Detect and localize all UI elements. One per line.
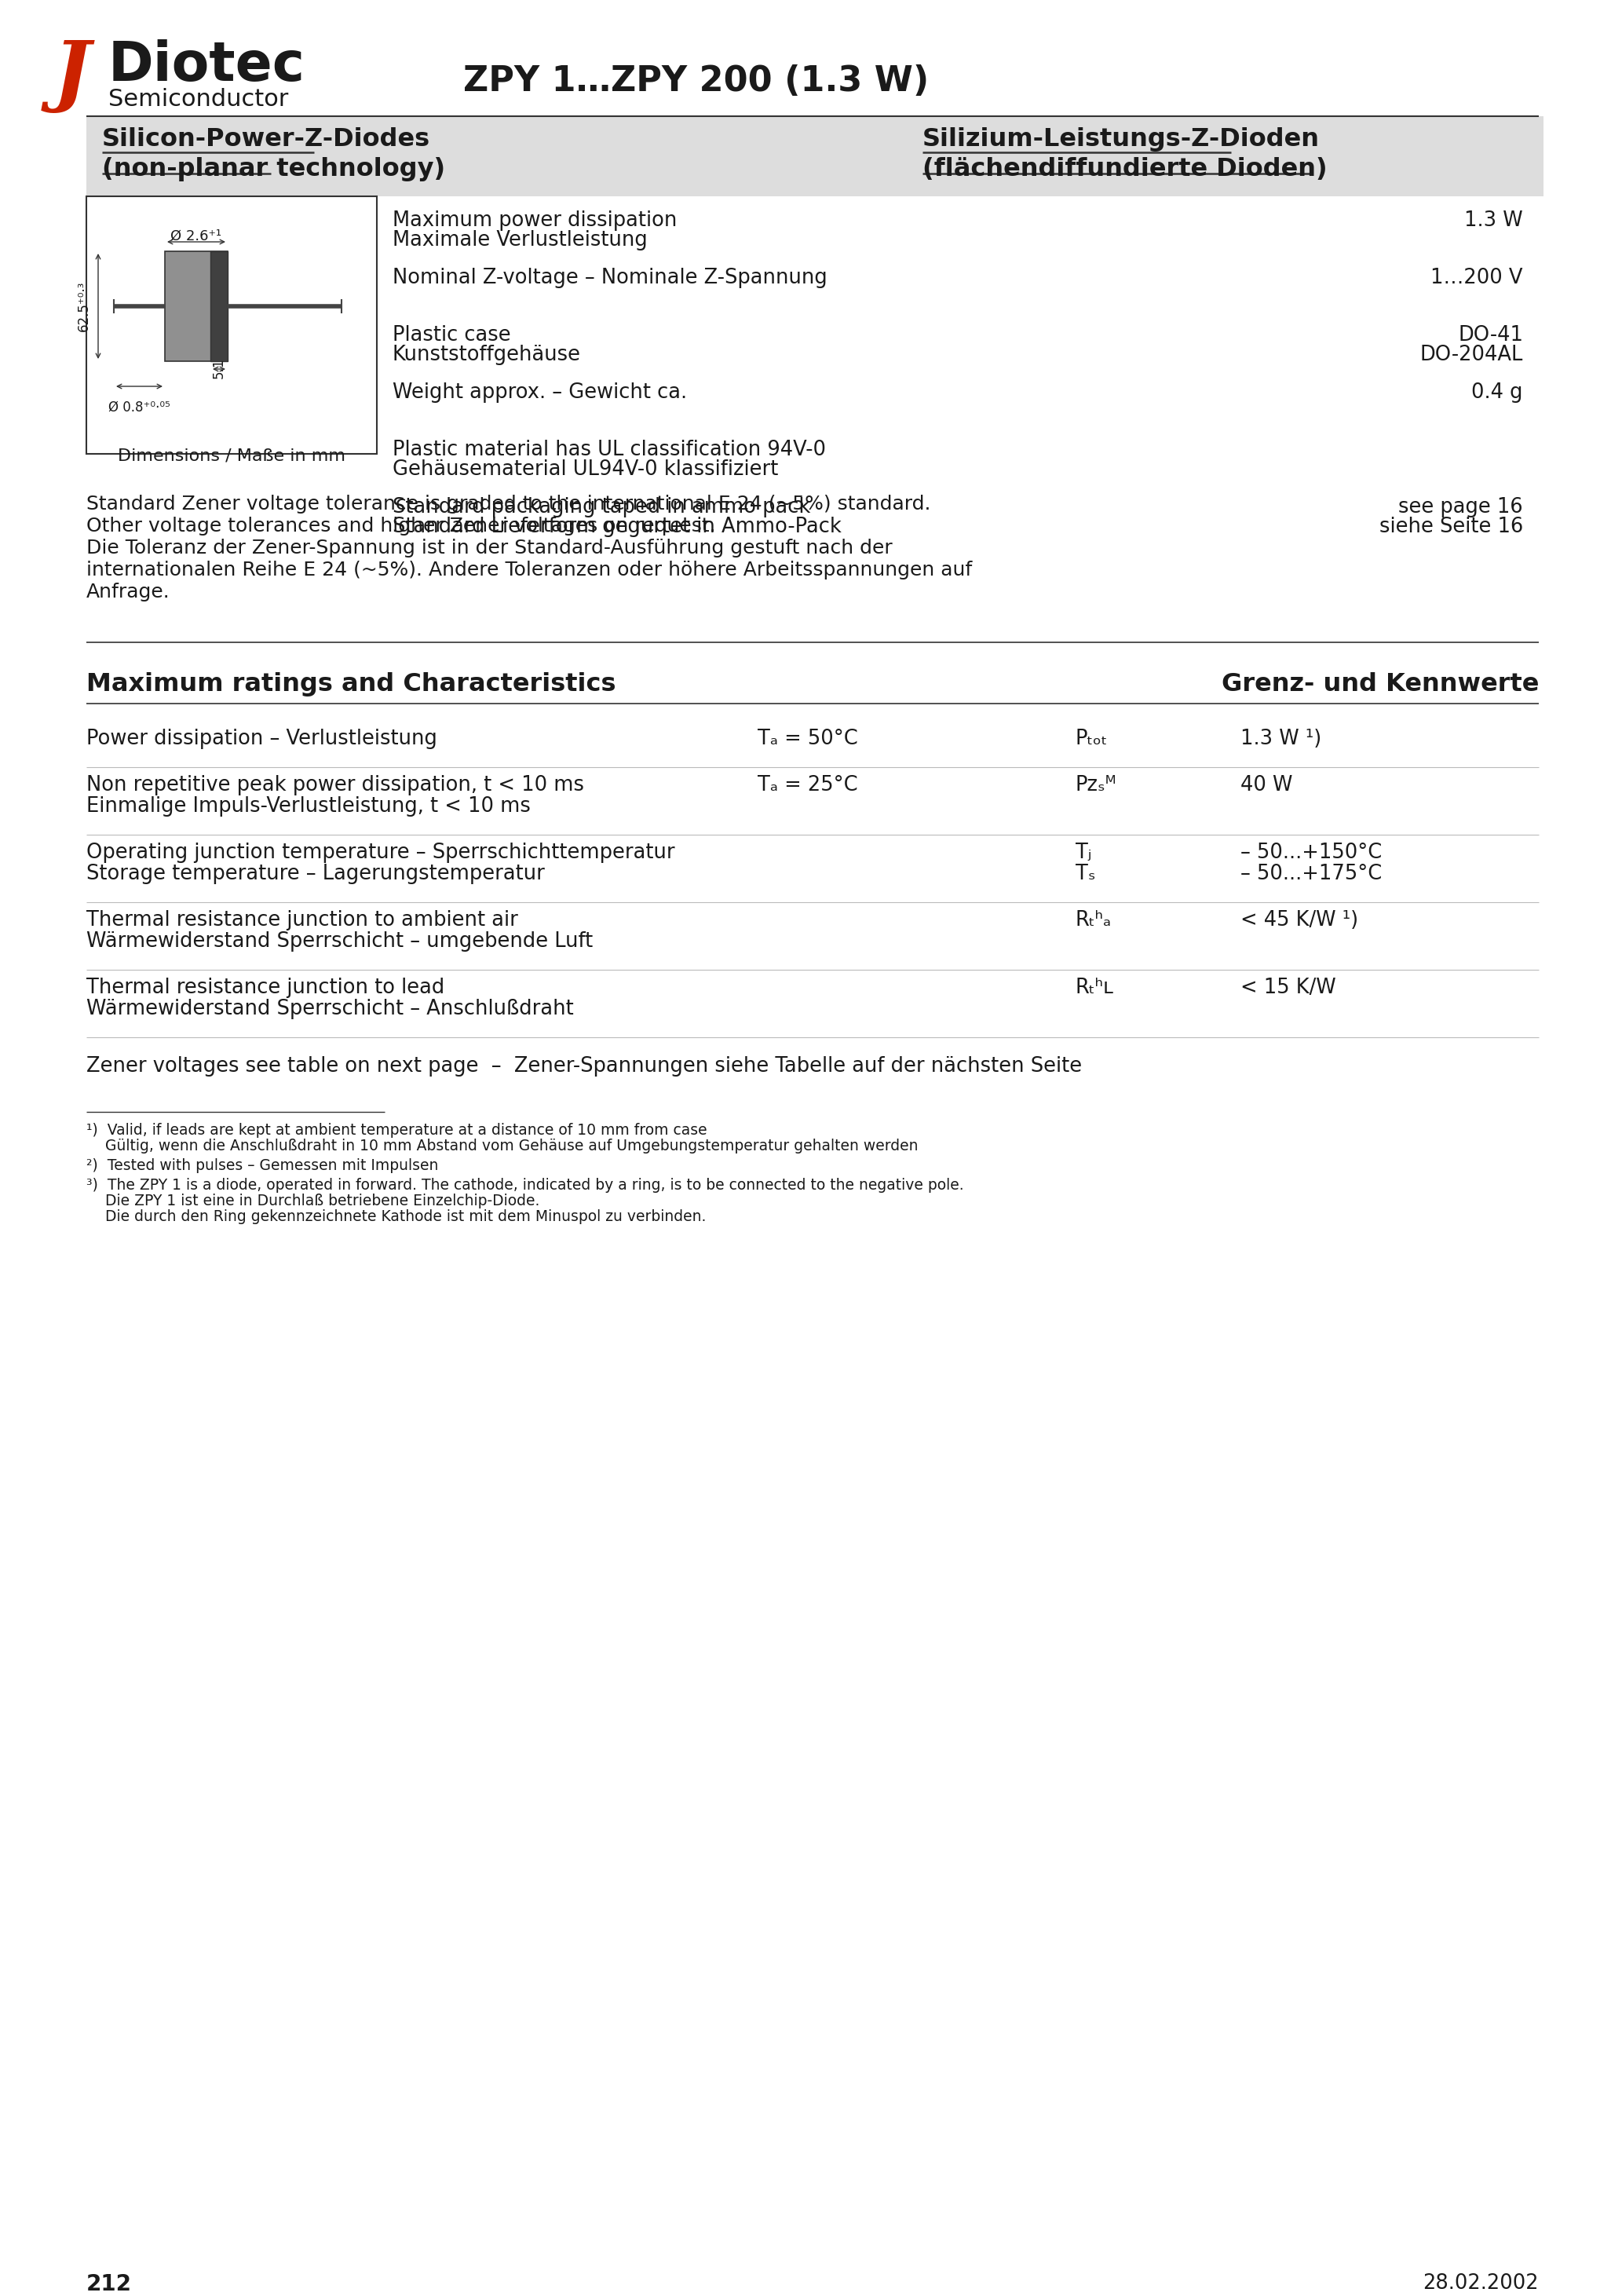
Text: Rₜʰₐ: Rₜʰₐ — [1075, 909, 1111, 930]
Text: Die durch den Ring gekennzeichnete Kathode ist mit dem Minuspol zu verbinden.: Die durch den Ring gekennzeichnete Katho… — [86, 1210, 706, 1224]
Text: see page 16: see page 16 — [1398, 496, 1523, 517]
Text: 0.4 g: 0.4 g — [1471, 383, 1523, 402]
Text: Thermal resistance junction to lead: Thermal resistance junction to lead — [86, 978, 444, 999]
Text: Rₜʰʟ: Rₜʰʟ — [1075, 978, 1114, 999]
Text: DO-204AL: DO-204AL — [1419, 344, 1523, 365]
Text: Wärmewiderstand Sperrschicht – umgebende Luft: Wärmewiderstand Sperrschicht – umgebende… — [86, 932, 594, 953]
Text: 28.02.2002: 28.02.2002 — [1422, 2273, 1539, 2294]
Text: Tₛ: Tₛ — [1075, 863, 1095, 884]
Text: Die Toleranz der Zener-Spannung ist in der Standard-Ausführung gestuft nach der: Die Toleranz der Zener-Spannung ist in d… — [86, 540, 892, 558]
Text: Die ZPY 1 ist eine in Durchlaß betriebene Einzelchip-Diode.: Die ZPY 1 ist eine in Durchlaß betrieben… — [86, 1194, 540, 1208]
Text: Operating junction temperature – Sperrschichttemperatur: Operating junction temperature – Sperrsc… — [86, 843, 675, 863]
Bar — [86, 117, 1544, 195]
Text: Dimensions / Maße in mm: Dimensions / Maße in mm — [118, 448, 345, 464]
Text: Maximum ratings and Characteristics: Maximum ratings and Characteristics — [86, 673, 616, 696]
Bar — [165, 250, 227, 360]
Text: Weight approx. – Gewicht ca.: Weight approx. – Gewicht ca. — [393, 383, 688, 402]
Text: Gültig, wenn die Anschlußdraht in 10 mm Abstand vom Gehäuse auf Umgebungstempera: Gültig, wenn die Anschlußdraht in 10 mm … — [86, 1139, 918, 1153]
Text: Thermal resistance junction to ambient air: Thermal resistance junction to ambient a… — [86, 909, 517, 930]
Text: Einmalige Impuls-Verlustleistung, t < 10 ms: Einmalige Impuls-Verlustleistung, t < 10… — [86, 797, 530, 817]
Text: – 50...+150°C: – 50...+150°C — [1241, 843, 1382, 863]
Text: 1.3 W: 1.3 W — [1465, 211, 1523, 232]
Text: 40 W: 40 W — [1241, 776, 1293, 794]
Text: Tⱼ: Tⱼ — [1075, 843, 1092, 863]
Bar — [86, 195, 376, 455]
Text: (non-planar technology): (non-planar technology) — [102, 156, 446, 181]
Text: Maximale Verlustleistung: Maximale Verlustleistung — [393, 230, 647, 250]
Text: Storage temperature – Lagerungstemperatur: Storage temperature – Lagerungstemperatu… — [86, 863, 545, 884]
Text: Ø 0.8⁺⁰·⁰⁵: Ø 0.8⁺⁰·⁰⁵ — [109, 400, 170, 416]
Text: Nominal Z-voltage – Nominale Z-Spannung: Nominal Z-voltage – Nominale Z-Spannung — [393, 269, 827, 289]
Text: Plastic material has UL classification 94V-0: Plastic material has UL classification 9… — [393, 441, 826, 459]
Text: 5.1: 5.1 — [212, 358, 225, 379]
Text: Wärmewiderstand Sperrschicht – Anschlußdraht: Wärmewiderstand Sperrschicht – Anschlußd… — [86, 999, 574, 1019]
Text: Tₐ = 25°C: Tₐ = 25°C — [757, 776, 858, 794]
Text: 1.3 W ¹): 1.3 W ¹) — [1241, 728, 1322, 748]
Text: Grenz- und Kennwerte: Grenz- und Kennwerte — [1221, 673, 1539, 696]
Text: Tₐ = 50°C: Tₐ = 50°C — [757, 728, 858, 748]
Text: Silizium-Leistungs-Z-Dioden: Silizium-Leistungs-Z-Dioden — [923, 126, 1320, 152]
Text: Plastic case: Plastic case — [393, 326, 511, 344]
Text: 1…200 V: 1…200 V — [1431, 269, 1523, 289]
Text: Ø 2.6⁺¹: Ø 2.6⁺¹ — [170, 230, 222, 243]
Text: Pₜₒₜ: Pₜₒₜ — [1075, 728, 1108, 748]
Text: ZPY 1…ZPY 200 (1.3 W): ZPY 1…ZPY 200 (1.3 W) — [464, 64, 929, 99]
Text: Pᴢₛᴹ: Pᴢₛᴹ — [1075, 776, 1118, 794]
Text: Zener voltages see table on next page  –  Zener-Spannungen siehe Tabelle auf der: Zener voltages see table on next page – … — [86, 1056, 1082, 1077]
Text: siehe Seite 16: siehe Seite 16 — [1379, 517, 1523, 537]
Text: DO-41: DO-41 — [1458, 326, 1523, 344]
Text: Anfrage.: Anfrage. — [86, 583, 170, 602]
Text: ²)  Tested with pulses – Gemessen mit Impulsen: ²) Tested with pulses – Gemessen mit Imp… — [86, 1157, 438, 1173]
Text: Silicon-Power-Z-Diodes: Silicon-Power-Z-Diodes — [102, 126, 430, 152]
Text: ¹)  Valid, if leads are kept at ambient temperature at a distance of 10 mm from : ¹) Valid, if leads are kept at ambient t… — [86, 1123, 707, 1139]
Text: – 50...+175°C: – 50...+175°C — [1241, 863, 1382, 884]
Text: Standard packaging taped in ammo pack: Standard packaging taped in ammo pack — [393, 496, 811, 517]
Text: < 45 K/W ¹): < 45 K/W ¹) — [1241, 909, 1358, 930]
Text: Gehäusematerial UL94V-0 klassifiziert: Gehäusematerial UL94V-0 klassifiziert — [393, 459, 779, 480]
Text: J: J — [54, 37, 91, 113]
Text: Power dissipation – Verlustleistung: Power dissipation – Verlustleistung — [86, 728, 438, 748]
Text: Semiconductor: Semiconductor — [109, 87, 289, 110]
Text: (flächendiffundierte Dioden): (flächendiffundierte Dioden) — [923, 156, 1327, 181]
Text: 62.5⁺⁰·³: 62.5⁺⁰·³ — [76, 280, 91, 331]
Text: Non repetitive peak power dissipation, t < 10 ms: Non repetitive peak power dissipation, t… — [86, 776, 584, 794]
Text: internationalen Reihe E 24 (~5%). Andere Toleranzen oder höhere Arbeitsspannunge: internationalen Reihe E 24 (~5%). Andere… — [86, 560, 972, 579]
Text: 212: 212 — [86, 2273, 131, 2296]
Text: Maximum power dissipation: Maximum power dissipation — [393, 211, 676, 232]
Text: < 15 K/W: < 15 K/W — [1241, 978, 1337, 999]
Text: Other voltage tolerances and higher Zener voltages on request.: Other voltage tolerances and higher Zene… — [86, 517, 715, 535]
Text: Kunststoffgehäuse: Kunststoffgehäuse — [393, 344, 581, 365]
Text: Standard Zener voltage tolerance is graded to the international E 24 (~5%) stand: Standard Zener voltage tolerance is grad… — [86, 494, 931, 514]
Text: Standard Lieferform gegurtet in Ammo-Pack: Standard Lieferform gegurtet in Ammo-Pac… — [393, 517, 842, 537]
Bar — [211, 250, 227, 360]
Text: Diotec: Diotec — [109, 39, 305, 92]
Text: ³)  The ZPY 1 is a diode, operated in forward. The cathode, indicated by a ring,: ³) The ZPY 1 is a diode, operated in for… — [86, 1178, 963, 1192]
